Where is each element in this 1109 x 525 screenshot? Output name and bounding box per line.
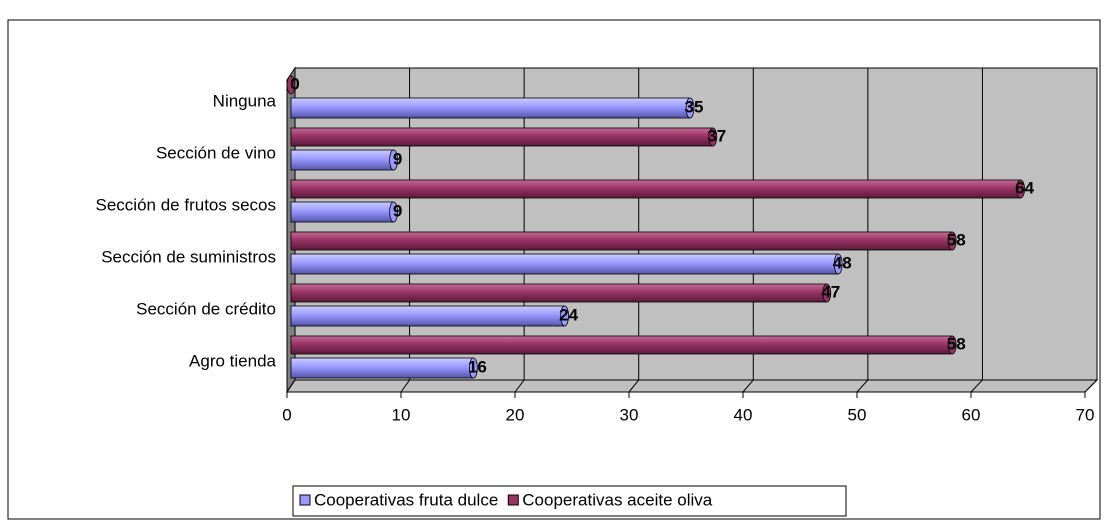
bar (290, 149, 394, 171)
bar-cap (468, 357, 478, 379)
bar (290, 231, 953, 251)
bar-cap (560, 305, 569, 327)
y-tick-label: Sección de frutos secos (96, 195, 276, 214)
legend-swatch (299, 494, 311, 506)
value-label: 47 (821, 282, 840, 301)
value-label: 64 (1015, 178, 1034, 197)
y-tick-label: Sección de suministros (101, 247, 276, 266)
x-tick-label: 40 (734, 405, 753, 424)
value-label: 58 (947, 230, 966, 249)
bar-cap (286, 75, 296, 95)
value-label: 0 (290, 74, 299, 93)
value-label: 9 (393, 149, 402, 168)
bar-cap (1016, 179, 1025, 199)
legend-box (292, 485, 847, 517)
y-tick-label: Sección de vino (156, 143, 276, 162)
x-tick-label: 70 (1076, 405, 1095, 424)
bar (290, 97, 691, 119)
bar-cap (389, 149, 399, 171)
bar-cap (947, 231, 957, 251)
bar-cap (685, 97, 695, 119)
x-tick-label: 50 (848, 405, 867, 424)
floor-grid-line (1084, 379, 1098, 393)
value-label: 24 (559, 305, 578, 324)
bar (290, 283, 828, 303)
legend-label: Cooperativas aceite oliva (522, 490, 712, 509)
bar (290, 357, 474, 379)
floor-grid-line (856, 379, 869, 393)
value-label: 58 (947, 334, 966, 353)
x-tick-label: 10 (392, 405, 411, 424)
value-label: 16 (468, 357, 487, 376)
floor-grid-line (286, 379, 296, 393)
floor-grid-line (742, 379, 754, 393)
x-tick-label: 0 (282, 405, 291, 424)
bar (290, 305, 566, 327)
bar-cap (947, 335, 957, 355)
bar-cap (822, 283, 832, 303)
y-tick-label: Agro tienda (189, 351, 276, 370)
x-tick-label: 60 (962, 405, 981, 424)
legend-label: Cooperativas fruta dulce (314, 490, 498, 509)
x-tick-label: 20 (506, 405, 525, 424)
bar-cap (833, 253, 843, 275)
bar (290, 179, 1021, 199)
y-tick-label: Sección de crédito (136, 299, 276, 318)
bar (290, 253, 839, 275)
x-tick-label: 30 (620, 405, 639, 424)
y-tick-label: Ninguna (213, 91, 277, 110)
floor-grid-line (628, 379, 640, 393)
floor-grid-line (970, 379, 983, 393)
floor-grid-line (400, 379, 410, 393)
bar-cap (389, 201, 399, 223)
legend-swatch (507, 494, 519, 506)
bar-cap (708, 127, 718, 147)
value-label: 48 (833, 253, 852, 272)
value-label: 35 (685, 97, 704, 116)
bar (290, 335, 953, 355)
bar (290, 127, 714, 147)
bar (290, 201, 394, 223)
back-wall (294, 67, 1098, 381)
floor-grid-line (514, 379, 525, 393)
value-label: 37 (707, 126, 726, 145)
value-label: 9 (393, 201, 402, 220)
